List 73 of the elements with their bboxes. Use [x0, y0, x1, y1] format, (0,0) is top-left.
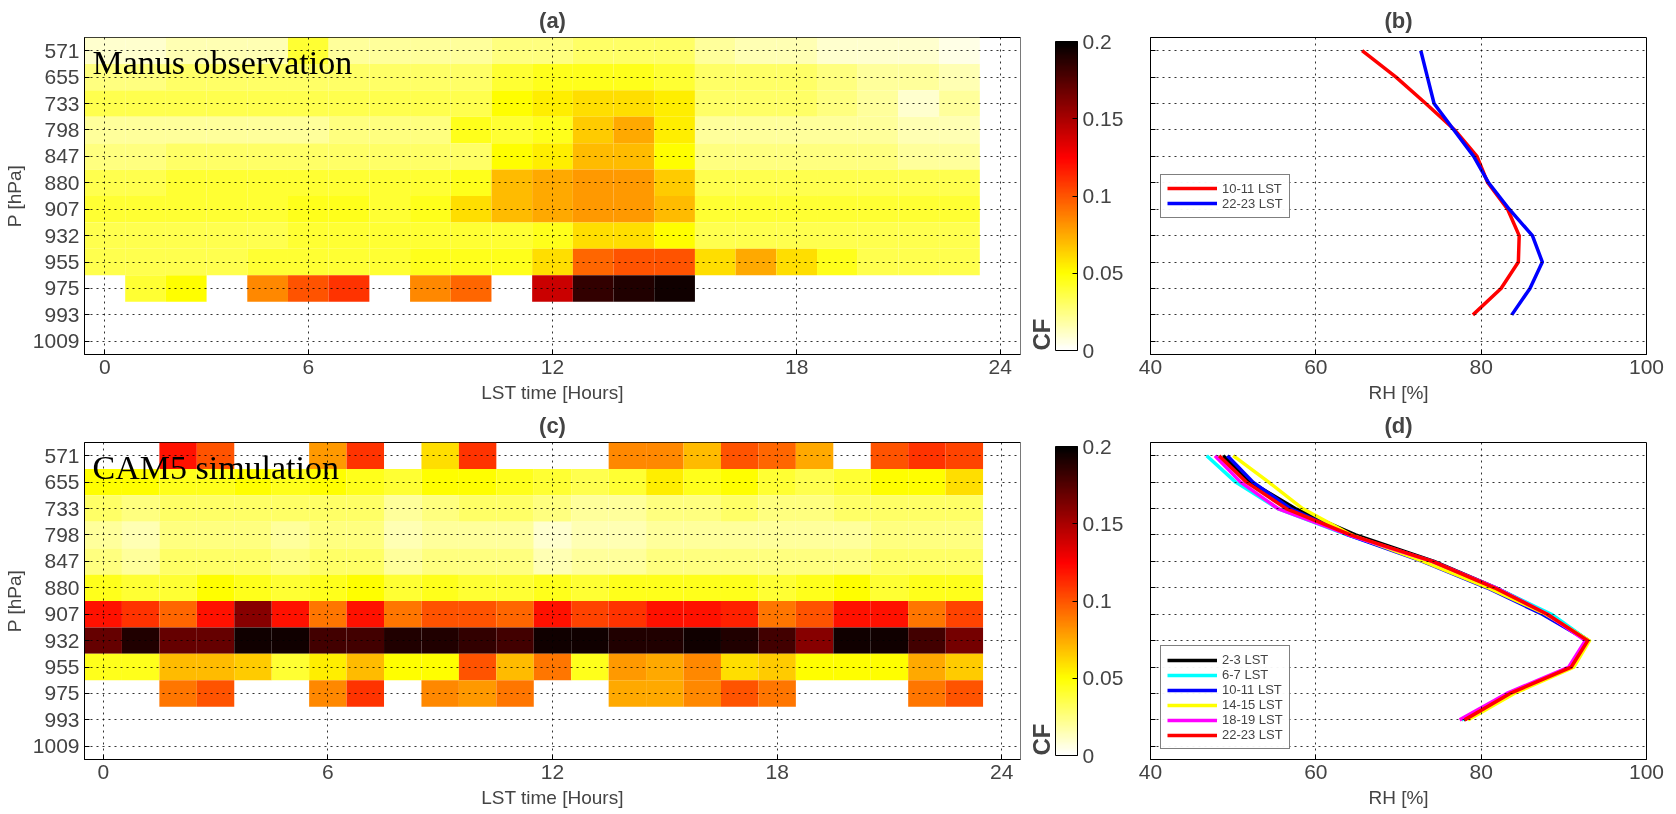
- x-axis-title: LST time [Hours]: [481, 381, 624, 403]
- chart-title: (c): [539, 412, 566, 438]
- legend-label: 10-11 LST: [1222, 180, 1282, 196]
- color-bar-label: 0.2: [1082, 29, 1112, 53]
- color-bar-label: 0.05: [1082, 261, 1124, 285]
- y-tick-label: 1009: [32, 734, 80, 758]
- y-tick-label: 1009: [32, 329, 80, 353]
- color-bar-label: 0.1: [1082, 589, 1112, 612]
- x-tick-label: 100: [1628, 759, 1665, 783]
- x-tick-label: 60: [1304, 759, 1328, 783]
- y-tick-label: 993: [44, 707, 80, 731]
- y-tick-label: 733: [44, 91, 80, 115]
- x-tick-label: 0: [99, 354, 111, 378]
- y-tick-label: 880: [44, 575, 80, 599]
- y-axis-title: P [hPa]: [3, 165, 25, 228]
- legend-label: 6-7 LST: [1222, 667, 1269, 682]
- y-tick-label: 975: [44, 681, 80, 705]
- y-tick-label: 993: [44, 302, 80, 326]
- color-bar-label: 0.15: [1082, 511, 1124, 535]
- y-tick-label: 880: [44, 170, 80, 194]
- x-tick-label: 24: [990, 759, 1014, 783]
- color-bar-title: CF: [1027, 318, 1055, 351]
- x-tick-label: 12: [540, 354, 565, 378]
- x-tick-label: 12: [540, 759, 565, 783]
- y-tick-label: 907: [44, 602, 80, 626]
- x-tick-label: 18: [784, 354, 809, 378]
- color-bar-label: 0.15: [1082, 106, 1124, 130]
- y-tick-label: 798: [44, 117, 80, 141]
- color-bar-title: CF: [1027, 723, 1055, 756]
- color-bar-label: 0.1: [1082, 184, 1112, 207]
- y-tick-label: 571: [44, 443, 80, 467]
- chart-title: (d): [1384, 412, 1413, 438]
- x-tick-label: 60: [1304, 354, 1328, 378]
- legend-label: 22-23 LST: [1222, 195, 1283, 211]
- y-tick-label: 932: [44, 628, 80, 652]
- x-tick-label: 0: [97, 759, 110, 783]
- x-tick-label: 80: [1469, 354, 1493, 378]
- y-tick-label: 847: [44, 144, 80, 168]
- x-tick-label: 40: [1138, 759, 1163, 783]
- x-axis-title: RH [%]: [1368, 786, 1429, 808]
- legend-label: 14-15 LST: [1222, 697, 1283, 712]
- legend-label: 22-23 LST: [1222, 727, 1283, 742]
- x-axis-title: LST time [Hours]: [481, 786, 624, 808]
- x-tick-label: 24: [988, 354, 1013, 378]
- legend-label: 18-19 LST: [1222, 712, 1283, 727]
- y-tick-label: 975: [44, 276, 80, 300]
- y-tick-label: 955: [44, 655, 80, 679]
- x-tick-label: 100: [1628, 354, 1665, 378]
- y-tick-label: 907: [44, 197, 80, 221]
- color-bar-label: 0.2: [1082, 434, 1112, 458]
- color-bar-label: 0: [1082, 338, 1095, 362]
- y-tick-label: 955: [44, 250, 80, 274]
- chart-title: (b): [1384, 7, 1413, 33]
- y-tick-label: 733: [44, 496, 80, 520]
- color-bar-label: 0: [1082, 743, 1095, 767]
- x-axis-title: RH [%]: [1368, 381, 1429, 403]
- x-tick-label: 6: [302, 354, 315, 378]
- legend-label: 2-3 LST: [1222, 652, 1269, 667]
- y-tick-label: 847: [44, 549, 80, 573]
- color-bar-label: 0.05: [1082, 666, 1124, 690]
- y-tick-label: 655: [44, 470, 80, 494]
- chart-title: (a): [539, 7, 566, 33]
- legend-label: 10-11 LST: [1222, 682, 1282, 697]
- y-axis-title: P [hPa]: [3, 570, 25, 633]
- x-tick-label: 6: [322, 759, 334, 783]
- x-tick-label: 40: [1138, 354, 1163, 378]
- y-tick-label: 571: [44, 38, 80, 62]
- x-tick-label: 18: [765, 759, 789, 783]
- x-tick-label: 80: [1469, 759, 1493, 783]
- y-tick-label: 655: [44, 65, 80, 89]
- annotation: Manus observation: [92, 43, 353, 81]
- y-tick-label: 798: [44, 522, 80, 546]
- y-tick-label: 932: [44, 223, 80, 247]
